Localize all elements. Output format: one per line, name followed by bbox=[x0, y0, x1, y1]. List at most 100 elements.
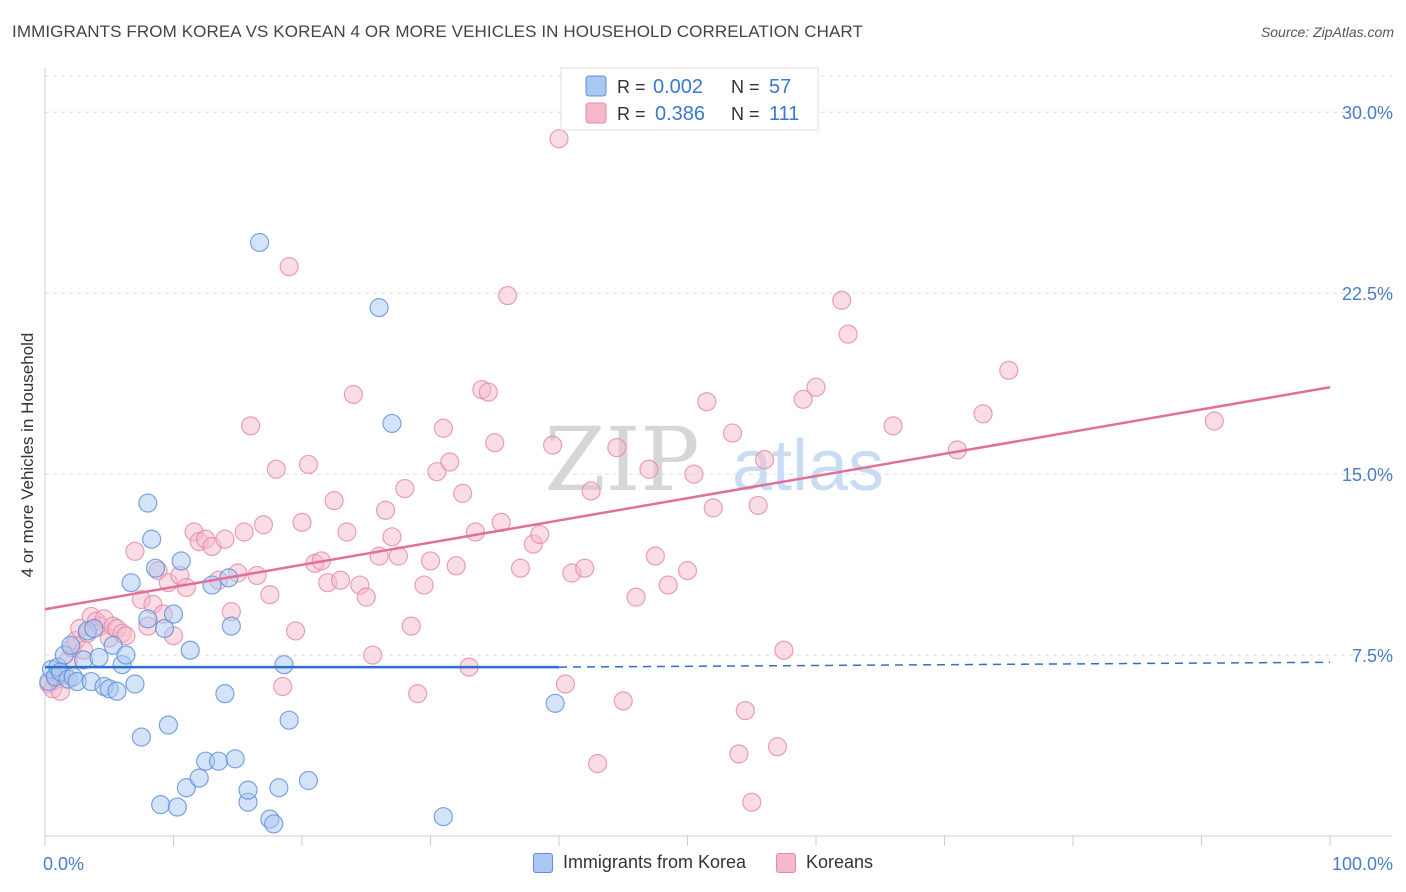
data-point bbox=[973, 404, 993, 424]
tick-labels: 7.5% 15.0% 22.5% 30.0% 0.0% 100.0% bbox=[43, 103, 1393, 874]
data-point bbox=[225, 749, 245, 769]
data-point bbox=[575, 558, 595, 578]
data-point bbox=[103, 635, 123, 655]
data-point bbox=[274, 655, 294, 675]
data-point bbox=[116, 626, 136, 646]
data-point bbox=[530, 524, 550, 545]
trend-line-koreans bbox=[44, 386, 1331, 611]
data-point bbox=[774, 640, 794, 660]
data-point bbox=[125, 674, 145, 694]
data-point bbox=[337, 522, 357, 542]
data-point bbox=[298, 770, 319, 791]
data-point bbox=[440, 452, 460, 472]
data-point bbox=[138, 493, 158, 513]
data-point bbox=[742, 792, 762, 812]
data-point bbox=[793, 389, 813, 409]
data-point bbox=[154, 618, 175, 639]
data-point bbox=[485, 433, 505, 453]
data-point bbox=[253, 515, 274, 535]
data-point bbox=[138, 609, 158, 629]
legend-swatch-pink bbox=[776, 852, 796, 873]
data-point bbox=[677, 561, 698, 581]
data-point bbox=[151, 795, 171, 815]
watermark-zip: ZIP bbox=[544, 408, 699, 511]
data-point bbox=[401, 616, 421, 636]
series-immigrants-from-korea-points bbox=[39, 232, 565, 834]
data-point bbox=[735, 700, 755, 721]
data-point bbox=[363, 645, 383, 665]
data-point bbox=[285, 621, 306, 641]
data-point bbox=[420, 551, 441, 571]
data-point bbox=[754, 450, 775, 470]
data-point bbox=[369, 298, 389, 318]
data-point bbox=[748, 495, 768, 516]
data-point bbox=[607, 437, 627, 458]
legend-item-immigrants-from-korea: Immigrants from Korea bbox=[532, 852, 746, 873]
data-point bbox=[542, 435, 563, 455]
data-point bbox=[330, 570, 351, 590]
data-point bbox=[832, 290, 852, 310]
data-point bbox=[247, 565, 267, 586]
data-point bbox=[806, 377, 826, 397]
data-point bbox=[382, 413, 402, 434]
data-point bbox=[729, 744, 749, 764]
data-point bbox=[234, 522, 254, 542]
data-point bbox=[89, 647, 109, 668]
grid-lines bbox=[45, 75, 1392, 656]
data-point bbox=[433, 418, 453, 438]
data-point bbox=[215, 529, 235, 549]
data-point bbox=[478, 382, 498, 402]
data-point bbox=[116, 645, 136, 665]
legend-swatch-blue bbox=[585, 75, 607, 97]
data-point bbox=[273, 676, 293, 697]
data-point bbox=[176, 577, 196, 598]
data-point bbox=[465, 522, 486, 542]
x-tick-label: 0.0% bbox=[43, 854, 84, 874]
y-tick-label: 15.0% bbox=[1342, 465, 1393, 485]
source-credit: Source: ZipAtlas.com bbox=[1260, 24, 1394, 40]
data-point bbox=[221, 616, 241, 636]
data-point bbox=[107, 681, 127, 701]
legend-r-value-pink: 0.386 bbox=[655, 103, 705, 125]
data-point bbox=[414, 575, 434, 595]
data-point bbox=[167, 797, 187, 817]
data-point bbox=[453, 483, 473, 503]
series-legend: Immigrants from Korea Koreans bbox=[0, 852, 1406, 873]
data-point bbox=[163, 604, 184, 624]
data-point bbox=[375, 500, 396, 520]
data-point bbox=[446, 556, 466, 576]
data-point bbox=[145, 558, 166, 578]
data-point bbox=[639, 459, 659, 479]
data-point bbox=[249, 232, 270, 253]
data-point bbox=[767, 737, 788, 757]
data-point bbox=[883, 416, 903, 436]
data-point bbox=[356, 587, 376, 607]
data-point bbox=[298, 454, 319, 475]
legend-r-value-blue: 0.002 bbox=[653, 76, 703, 98]
legend-r-label: R = bbox=[617, 104, 646, 124]
data-point bbox=[158, 715, 178, 735]
axes bbox=[44, 68, 1392, 846]
data-point bbox=[176, 778, 196, 798]
data-point bbox=[279, 257, 299, 277]
legend-label-immigrants-from-korea: Immigrants from Korea bbox=[562, 852, 746, 872]
legend-n-label: N = bbox=[731, 77, 760, 97]
data-point bbox=[722, 423, 743, 443]
watermark: ZIP atlas bbox=[544, 408, 884, 511]
y-tick-label: 22.5% bbox=[1342, 284, 1393, 304]
data-point bbox=[208, 751, 229, 771]
data-point bbox=[395, 478, 415, 499]
data-point bbox=[131, 727, 151, 747]
data-point bbox=[269, 778, 289, 798]
stats-legend: R = 0.002 N = 57 R = 0.386 N = 111 bbox=[560, 67, 819, 131]
data-point bbox=[433, 807, 453, 827]
data-point bbox=[498, 285, 518, 306]
data-point bbox=[626, 587, 646, 607]
data-point bbox=[279, 710, 299, 730]
legend-n-label: N = bbox=[731, 104, 760, 124]
legend-item-koreans: Koreans bbox=[776, 852, 873, 873]
x-tick-label: 100.0% bbox=[1332, 854, 1393, 874]
data-point bbox=[343, 384, 363, 405]
legend-n-value-blue: 57 bbox=[769, 76, 791, 98]
